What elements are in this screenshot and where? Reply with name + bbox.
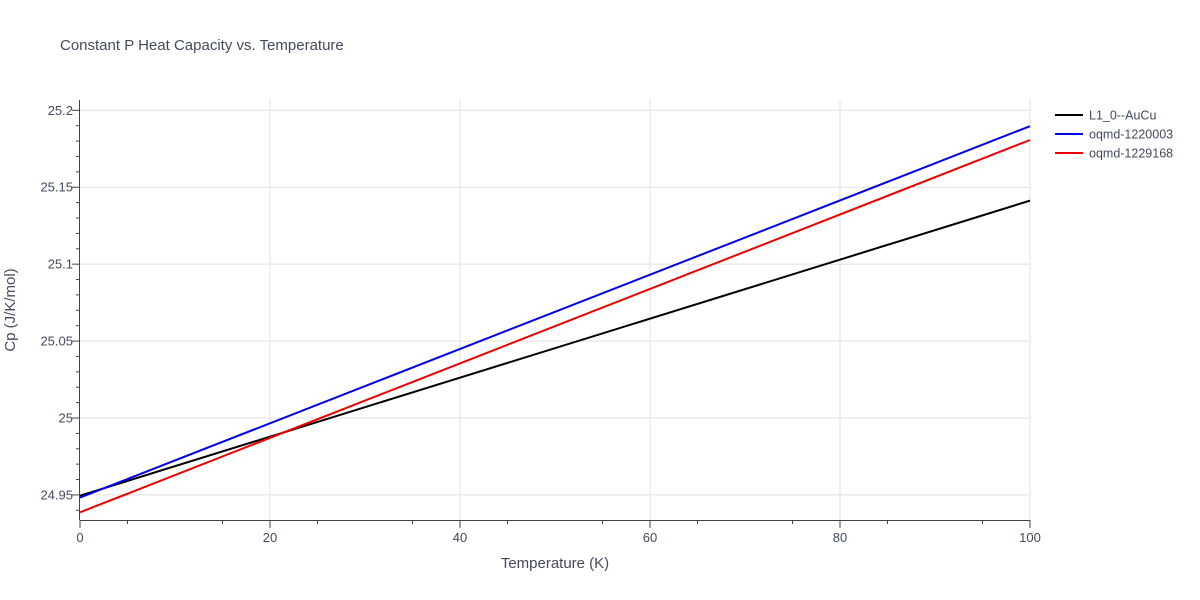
y-tick-label: 25.15 bbox=[40, 180, 73, 195]
legend-label: L1_0--AuCu bbox=[1089, 109, 1156, 123]
legend-label: oqmd-1220003 bbox=[1089, 128, 1173, 142]
legend-label: oqmd-1229168 bbox=[1089, 147, 1173, 161]
legend-item[interactable]: oqmd-1220003 bbox=[1055, 128, 1173, 142]
series-line-2 bbox=[79, 139, 1031, 514]
legend[interactable]: L1_0--AuCu oqmd-1220003 oqmd-1229168 bbox=[1055, 109, 1173, 161]
y-tick-label: 24.95 bbox=[40, 487, 73, 502]
x-tick-label: 80 bbox=[833, 530, 847, 545]
legend-item[interactable]: oqmd-1229168 bbox=[1055, 147, 1173, 161]
x-tick-label: 60 bbox=[643, 530, 657, 545]
y-tick-label: 25.05 bbox=[40, 334, 73, 349]
x-tick-label: 20 bbox=[263, 530, 277, 545]
x-ticks: 0 20 40 60 80 100 bbox=[76, 520, 1041, 545]
y-tick-label: 25 bbox=[59, 411, 73, 426]
series-layer bbox=[79, 125, 1031, 514]
x-tick-label: 0 bbox=[76, 530, 83, 545]
chart-title: Constant P Heat Capacity vs. Temperature bbox=[60, 37, 344, 54]
y-tick-label: 25.1 bbox=[48, 257, 73, 272]
y-axis-title: Cp (J/K/mol) bbox=[2, 268, 19, 351]
legend-item[interactable]: L1_0--AuCu bbox=[1055, 109, 1156, 123]
series-line-1 bbox=[79, 125, 1031, 499]
x-tick-label: 100 bbox=[1019, 530, 1041, 545]
y-tick-label: 25.2 bbox=[48, 103, 73, 118]
x-axis-title: Temperature (K) bbox=[501, 555, 609, 572]
y-ticks: 24.95 25 25.05 25.1 25.15 25.2 bbox=[40, 103, 80, 511]
x-tick-label: 40 bbox=[453, 530, 467, 545]
series-line-0 bbox=[79, 199, 1031, 497]
